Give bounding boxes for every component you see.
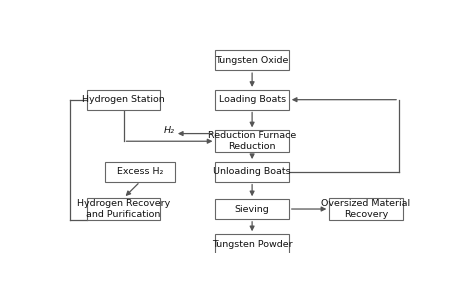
FancyBboxPatch shape [87,90,160,110]
Text: Oversized Material
Recovery: Oversized Material Recovery [321,199,410,219]
Text: Loading Boats: Loading Boats [219,95,286,104]
FancyBboxPatch shape [215,199,289,219]
Text: Unloading Boats: Unloading Boats [213,167,291,176]
FancyBboxPatch shape [105,162,175,182]
FancyBboxPatch shape [215,51,289,70]
FancyBboxPatch shape [215,130,289,152]
FancyBboxPatch shape [215,90,289,110]
FancyBboxPatch shape [215,162,289,182]
Text: Hydrogen Recovery
and Purification: Hydrogen Recovery and Purification [77,199,170,219]
Text: H₂: H₂ [164,126,175,135]
Text: Reduction Furnace
Reduction: Reduction Furnace Reduction [208,131,296,151]
Text: Sieving: Sieving [235,204,270,214]
FancyBboxPatch shape [87,198,160,220]
Text: Tungsten Powder: Tungsten Powder [212,239,292,248]
Text: Hydrogen Station: Hydrogen Station [82,95,165,104]
Text: Tungsten Oxide: Tungsten Oxide [215,56,289,65]
Text: Excess H₂: Excess H₂ [117,167,163,176]
FancyBboxPatch shape [215,234,289,254]
FancyBboxPatch shape [329,198,403,220]
